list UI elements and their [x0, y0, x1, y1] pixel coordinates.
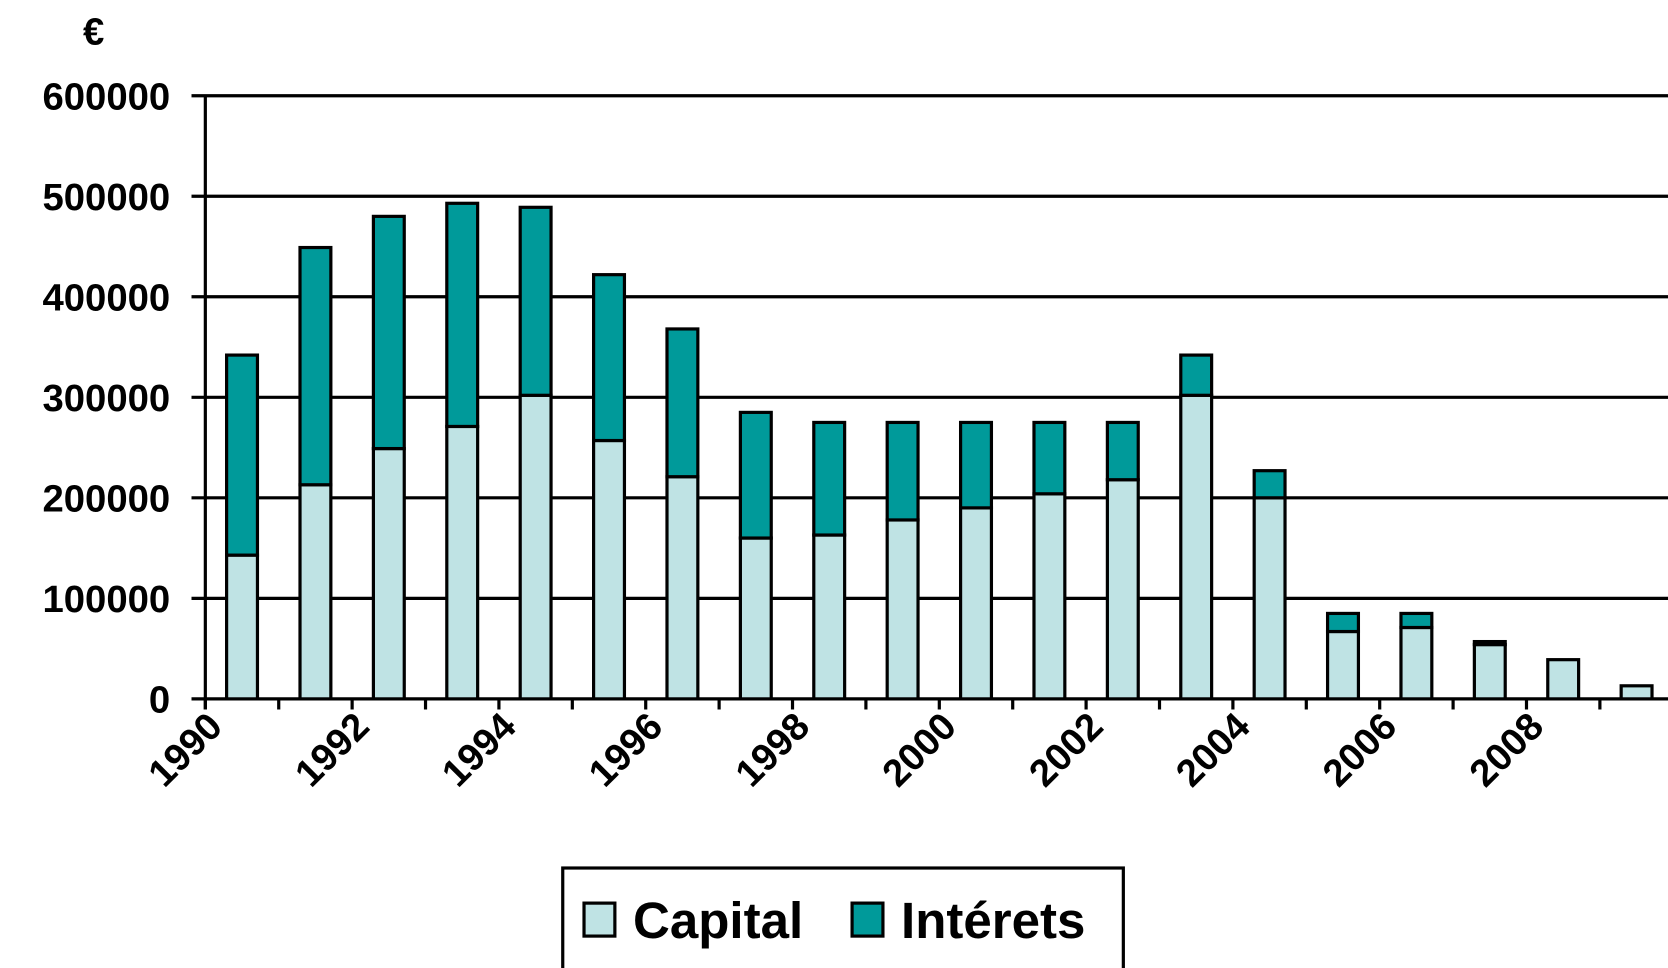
y-tick-label: 400000 — [42, 277, 170, 320]
bar-segment — [885, 518, 920, 701]
bar-segment — [1032, 492, 1067, 701]
y-tick-label: 300000 — [42, 377, 170, 420]
bar-segment — [518, 205, 553, 397]
y-tick-label: 100000 — [42, 578, 170, 621]
legend-label: Intérets — [901, 892, 1085, 949]
bar-segment — [518, 393, 553, 701]
y-tick-label: 500000 — [42, 176, 170, 219]
bar-segment — [371, 214, 406, 451]
y-tick-label: 0 — [149, 679, 170, 722]
bar-segment — [812, 533, 847, 701]
bar-segment — [1619, 684, 1654, 701]
y-tick-label: 200000 — [42, 478, 170, 521]
bar-segment — [1252, 496, 1287, 701]
bar-segment — [298, 245, 333, 487]
bar-segment — [812, 420, 847, 537]
x-tick-label: 2000 — [874, 705, 965, 796]
legend-label: Capital — [633, 892, 803, 949]
bar-segment — [1399, 611, 1434, 630]
unit-label: € — [83, 11, 104, 54]
bar-segment — [1105, 478, 1140, 701]
bar-segment — [665, 475, 700, 701]
bar-segment — [1472, 639, 1507, 647]
bar-segment — [1546, 658, 1581, 701]
bar-segment — [1472, 642, 1507, 701]
x-tick-label: 1998 — [727, 705, 818, 796]
bar-segment — [298, 483, 333, 701]
legend-box — [561, 866, 1125, 968]
x-tick-label: 1996 — [581, 705, 672, 796]
bar-segment — [1252, 469, 1287, 500]
bar-segment — [371, 446, 406, 701]
bar-segment — [738, 536, 773, 701]
bar-segment — [1032, 420, 1067, 496]
bar-segment — [665, 327, 700, 479]
x-tick-label: 1992 — [287, 705, 378, 796]
bar-segment — [225, 353, 260, 557]
x-tick-label: 2008 — [1461, 705, 1552, 796]
bar-segment — [1325, 611, 1361, 634]
bar-segment — [592, 273, 627, 443]
bar-segment — [1105, 420, 1140, 482]
legend-swatch — [850, 901, 885, 938]
bar-segment — [592, 438, 627, 701]
x-tick-label: 2006 — [1315, 705, 1406, 796]
bar-segment — [958, 420, 994, 510]
bar-segment — [1399, 625, 1434, 701]
x-tick-label: 2004 — [1168, 704, 1259, 795]
bar-segment — [1179, 393, 1214, 701]
bar-segment — [225, 553, 260, 701]
bar-segment — [445, 424, 480, 701]
x-tick-label: 2002 — [1021, 705, 1112, 796]
bar-segment — [885, 420, 920, 522]
y-tick-label: 600000 — [42, 76, 170, 119]
bar-segment — [738, 410, 773, 540]
bar-segment — [1179, 353, 1214, 397]
bar-segment — [1325, 629, 1361, 701]
bar-segment — [958, 506, 994, 701]
bar-segment — [445, 201, 480, 429]
legend-swatch — [582, 901, 617, 938]
x-tick-label: 1994 — [434, 704, 525, 795]
